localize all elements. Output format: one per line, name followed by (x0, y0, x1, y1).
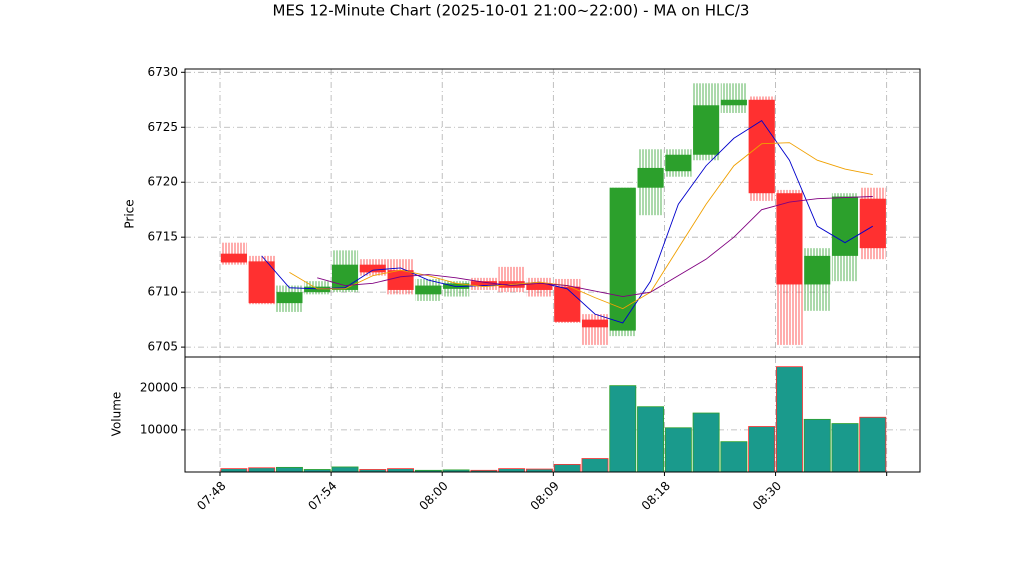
y-axis-label: Price (123, 199, 137, 228)
x-tick-label: 08:00 (416, 479, 450, 513)
wick (720, 83, 747, 113)
volume-bar (498, 468, 526, 473)
x-tick-label: 08:30 (750, 479, 784, 513)
candle-body (304, 286, 331, 293)
candle-body (470, 281, 497, 286)
candle-body (665, 154, 692, 172)
candle-body (804, 255, 831, 285)
y-tick-label: 6725 (147, 120, 178, 134)
ma-line (317, 196, 873, 297)
chart-title: MES 12-Minute Chart (2025-10-01 21:00~22… (273, 2, 750, 20)
y-tick-label: 6715 (147, 230, 178, 244)
volume-bar (248, 467, 276, 473)
volume-bar (692, 412, 720, 473)
candle-body (859, 198, 886, 249)
candle-body (443, 283, 470, 289)
candle-body (331, 264, 359, 290)
y-tick-label: 6730 (147, 65, 178, 79)
candle-body (387, 270, 414, 290)
candle-body (581, 319, 609, 328)
candle-body (220, 253, 247, 263)
price-frame (184, 68, 921, 358)
x-tick-label: 08:09 (528, 479, 562, 513)
volume-bar (581, 458, 609, 473)
volume-bar (664, 427, 692, 473)
volume-frame (184, 356, 921, 473)
volume-bar (609, 385, 637, 473)
ma-line (261, 120, 874, 324)
volume-axis-label: Volume (110, 392, 124, 437)
wick (581, 314, 609, 345)
volume-bar (387, 468, 415, 473)
ma-line (289, 142, 873, 310)
candle-body (276, 292, 303, 304)
candle-body (359, 264, 386, 273)
volume-bar (831, 423, 859, 473)
candle-body (776, 193, 803, 285)
candle-body (831, 196, 859, 256)
candle-body (637, 167, 664, 188)
volume-tick-label: 10000 (140, 422, 178, 436)
candle-body (248, 261, 275, 304)
candle-body (748, 99, 775, 194)
volume-bar (720, 441, 748, 473)
candle-body (526, 283, 553, 290)
volume-bar (220, 468, 248, 473)
candle-body (609, 187, 636, 331)
x-tick-label: 07:48 (194, 479, 228, 513)
volume-bar (331, 466, 359, 473)
plot: 6705 6710 6715 6720 6725 6730 10000 20000 07:48 0… (140, 65, 920, 513)
x-tick-label: 07:54 (305, 479, 339, 513)
volume-tick-label: 20000 (140, 380, 178, 394)
wick (498, 266, 525, 293)
y-tick-label: 6710 (147, 285, 178, 299)
candle-body (720, 99, 747, 106)
volume-bar (637, 406, 665, 473)
x-tick-label: 08:18 (639, 479, 673, 513)
candle-body (415, 285, 442, 295)
volume-bar (859, 416, 887, 473)
candle-body (693, 105, 720, 155)
volume-bar (553, 464, 581, 473)
y-tick-label: 6720 (147, 175, 178, 189)
y-tick-label: 6705 (147, 340, 178, 354)
volume-bar (275, 466, 303, 473)
volume-bar (775, 366, 803, 473)
candle-body (554, 286, 581, 322)
volume-bar (803, 418, 831, 473)
volume-bar (748, 426, 776, 473)
